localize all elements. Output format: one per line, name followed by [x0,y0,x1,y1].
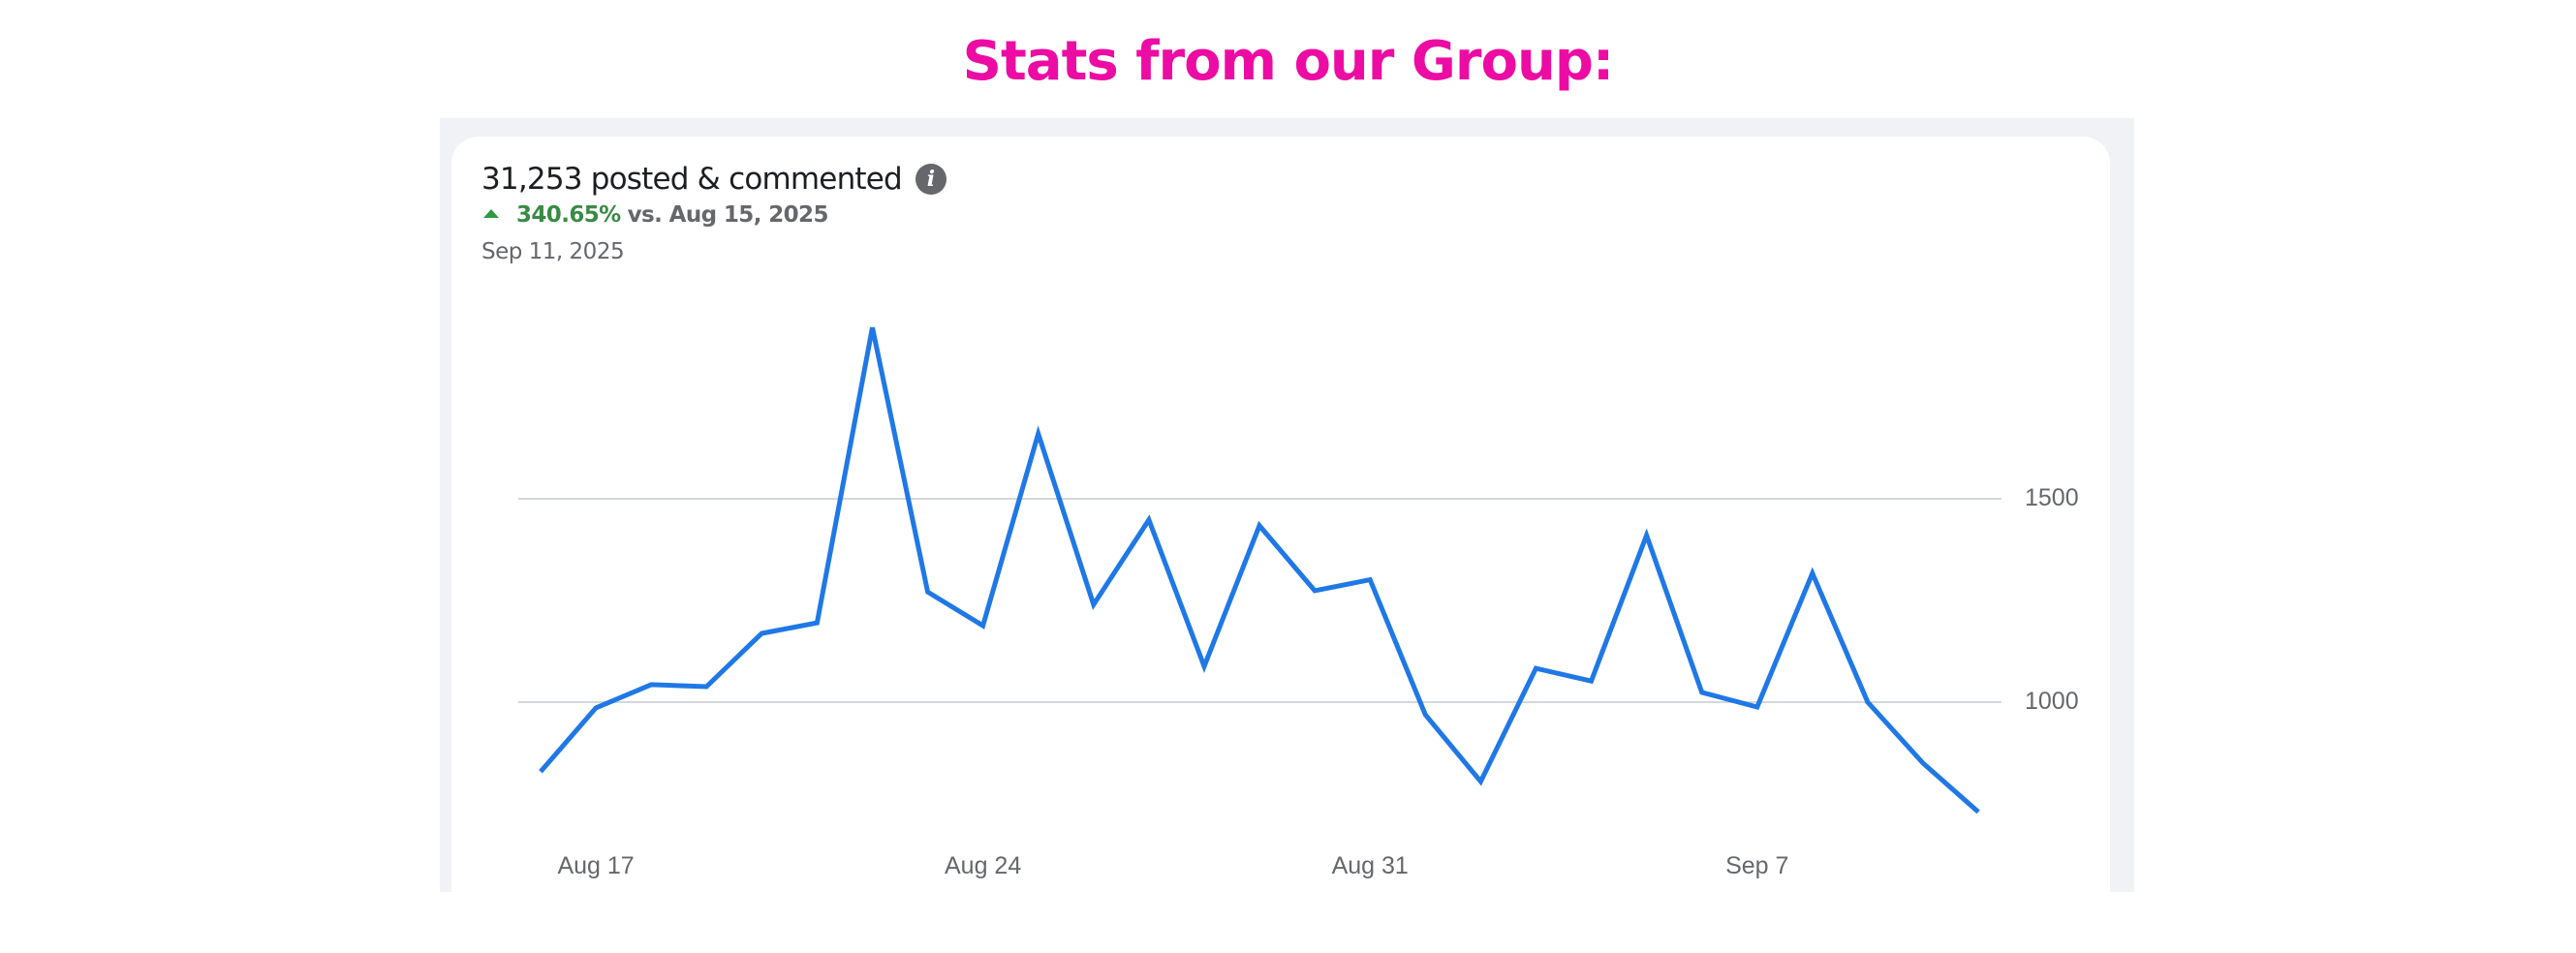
info-icon[interactable]: i [915,164,947,195]
card-title: 31,253 posted & commented [481,162,903,197]
y-tick-label: 1500 [2025,484,2079,511]
page-heading: Stats from our Group: [962,30,1615,93]
card-date: Sep 11, 2025 [481,239,625,264]
up-arrow-icon [483,208,499,218]
delta-comparison: vs. Aug 15, 2025 [627,202,829,228]
delta-row: 340.65% vs. Aug 15, 2025 [483,200,828,230]
x-tick-label: Aug 24 [945,852,1022,879]
stats-card: 31,253 posted & commented i 340.65% vs. … [451,137,2110,902]
x-tick-label: Aug 31 [1331,852,1409,879]
line-chart[interactable] [451,137,2110,902]
x-tick-label: Aug 17 [557,852,635,879]
card-header: 31,253 posted & commented i [481,156,947,202]
x-tick-label: Sep 7 [1725,852,1789,879]
y-tick-label: 1000 [2025,688,2079,715]
series-line[interactable] [539,326,1980,815]
delta-percent: 340.65% [516,202,621,228]
insights-panel: 31,253 posted & commented i 340.65% vs. … [440,118,2134,902]
